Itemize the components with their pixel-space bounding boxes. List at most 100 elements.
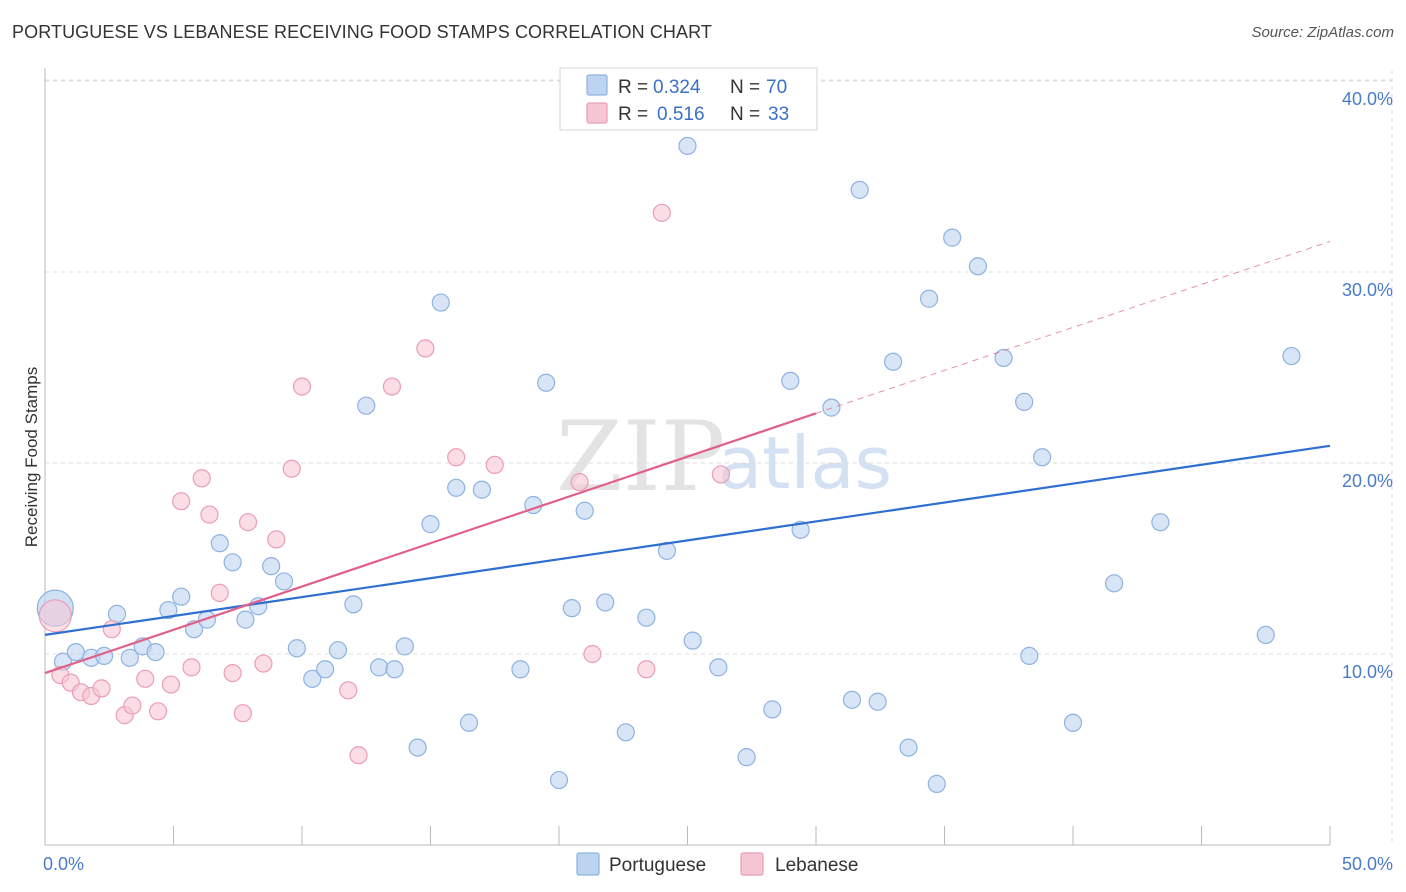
bottom-legend: Portuguese Lebanese [576, 852, 858, 876]
x-tick-labels: 0.0% 50.0% [43, 854, 1393, 874]
bottom-legend-label-lebanese: Lebanese [775, 855, 858, 876]
y-tick-labels: 10.0% 20.0% 30.0% 40.0% [1342, 89, 1393, 682]
data-point-lebanese [238, 513, 258, 532]
data-point-portuguese [472, 480, 491, 499]
data-point-portuguese [537, 373, 556, 392]
data-point-lebanese [485, 455, 504, 475]
bottom-legend-swatch-portuguese [576, 852, 600, 876]
data-point-lebanese [711, 465, 731, 484]
y-tick-label: 20.0% [1342, 471, 1393, 491]
data-point-portuguese [637, 608, 656, 627]
data-point-lebanese [148, 702, 168, 721]
data-point-portuguese [1033, 448, 1052, 467]
watermark-zip: ZIP [556, 401, 725, 513]
data-point-portuguese [575, 501, 594, 520]
legend-n-value-lebanese: 33 [768, 104, 789, 125]
trendline-portuguese [44, 444, 1331, 636]
data-point-lebanese [652, 203, 671, 222]
data-point-portuguese [1105, 574, 1124, 593]
data-point-portuguese [763, 700, 782, 719]
data-point-portuguese [236, 610, 255, 629]
y-axis-label: Receiving Food Stamps [22, 367, 41, 547]
data-point-portuguese [994, 348, 1013, 368]
data-point-portuguese [159, 600, 178, 620]
data-point-portuguese [737, 748, 756, 767]
data-point-lebanese [161, 675, 181, 694]
legend-r-value-portuguese: 0.324 [653, 77, 701, 98]
data-point-lebanese [349, 746, 368, 765]
data-point-portuguese [66, 642, 85, 662]
data-point-portuguese [1282, 346, 1301, 366]
portuguese-points [36, 136, 1301, 793]
data-point-lebanese [583, 644, 602, 664]
legend-r-value-lebanese: 0.516 [657, 104, 705, 125]
data-point-portuguese [431, 293, 450, 312]
data-point-portuguese [678, 136, 697, 156]
data-point-portuguese [1151, 513, 1170, 532]
data-point-portuguese [883, 352, 903, 371]
data-point-lebanese [233, 704, 252, 723]
legend-r-label-portuguese: R = [618, 77, 648, 98]
data-point-lebanese [416, 339, 435, 358]
data-point-portuguese [968, 257, 988, 276]
axes [44, 68, 1331, 846]
y-tick-label: 40.0% [1342, 89, 1393, 109]
data-point-portuguese [385, 660, 404, 679]
data-point-lebanese-large [38, 599, 72, 633]
data-point-portuguese [370, 658, 389, 677]
data-point-portuguese [172, 587, 191, 606]
x-tick-label: 0.0% [43, 854, 84, 874]
legend-box: R = 0.324 N = 70 R = 0.516 N = 33 [559, 67, 818, 131]
watermark: ZIP atlas [556, 401, 892, 513]
data-point-portuguese [919, 289, 939, 308]
data-point-lebanese [182, 658, 201, 677]
data-point-portuguese [107, 604, 127, 623]
data-point-portuguese [850, 180, 869, 199]
data-point-portuguese [549, 770, 569, 790]
data-point-portuguese [791, 520, 810, 539]
data-point-portuguese [303, 669, 322, 688]
data-point-portuguese [120, 648, 139, 667]
data-point-portuguese [408, 738, 427, 757]
data-point-portuguese [709, 658, 728, 677]
data-point-lebanese [382, 377, 402, 396]
data-point-lebanese [223, 663, 242, 683]
data-point-portuguese [822, 398, 841, 417]
y-tick-label: 30.0% [1342, 280, 1393, 300]
chart-source: Source: ZipAtlas.com [1251, 24, 1394, 41]
data-point-lebanese [267, 530, 286, 549]
data-point-lebanese [282, 459, 301, 478]
data-point-portuguese [274, 572, 294, 591]
data-point-portuguese [328, 641, 348, 660]
bottom-legend-swatch-lebanese [740, 852, 764, 876]
data-point-portuguese [287, 639, 306, 658]
data-point-lebanese [92, 679, 111, 698]
data-point-portuguese [395, 637, 414, 656]
data-point-portuguese [262, 557, 281, 576]
y-tick-label: 10.0% [1342, 662, 1393, 682]
data-point-portuguese [683, 631, 702, 650]
data-point-lebanese [210, 583, 229, 602]
data-point-portuguese [899, 738, 918, 757]
data-point-portuguese [447, 478, 466, 497]
data-point-portuguese [357, 396, 376, 415]
lebanese-points [38, 203, 731, 765]
data-point-portuguese [1020, 646, 1039, 666]
data-point-lebanese [254, 654, 273, 673]
trendline-lebanese-extension [815, 240, 1331, 414]
legend-swatch-portuguese [586, 74, 608, 96]
legend-r-label-lebanese: R = [618, 104, 648, 125]
data-point-portuguese [1015, 392, 1034, 411]
trendlines [44, 240, 1331, 675]
data-point-lebanese [172, 492, 191, 511]
data-point-portuguese [616, 723, 635, 742]
data-point-lebanese [200, 505, 219, 524]
chart-title: PORTUGUESE VS LEBANESE RECEIVING FOOD ST… [12, 22, 712, 42]
data-point-portuguese [927, 774, 946, 793]
bottom-legend-label-portuguese: Portuguese [609, 855, 706, 876]
data-point-lebanese [123, 696, 142, 715]
data-point-lebanese [570, 473, 589, 492]
data-point-portuguese [223, 553, 242, 572]
data-point-portuguese [210, 534, 229, 553]
